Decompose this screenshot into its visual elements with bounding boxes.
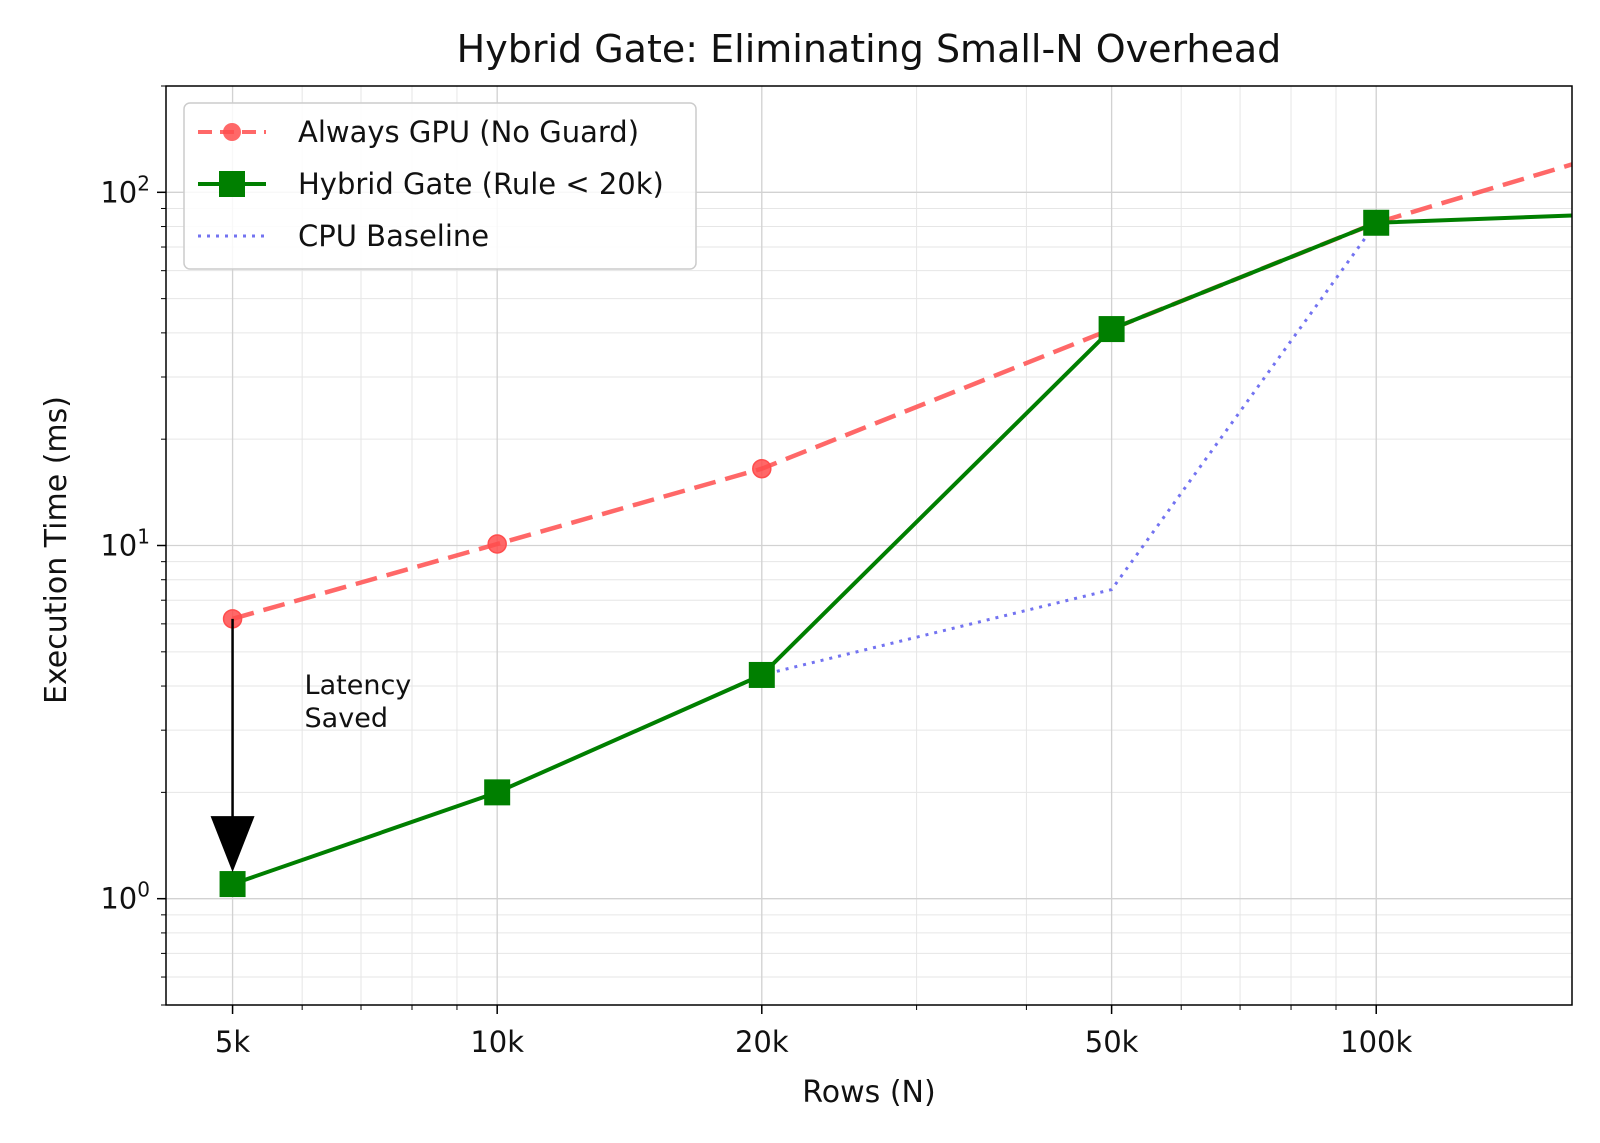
legend-label-always-gpu: Always GPU (No Guard): [298, 115, 639, 149]
chart-title: Hybrid Gate: Eliminating Small-N Overhea…: [457, 27, 1282, 71]
y-tick-label-base: 10: [100, 529, 137, 563]
data-point-hybrid-gate-rule-20k: [748, 661, 775, 688]
legend-entry-always-gpu: Always GPU (No Guard): [198, 115, 639, 149]
series-layer: [219, 162, 1573, 898]
x-axis-ticks: 5k 10k 20k 50k 100k: [215, 1005, 1412, 1059]
y-tick-label: 102: [100, 171, 150, 209]
y-tick-label-base: 10: [100, 882, 137, 916]
y-tick-label: 100: [100, 878, 150, 916]
data-point-hybrid-gate-rule-20k: [484, 779, 511, 806]
legend-entry-hybrid-gate: Hybrid Gate (Rule < 20k): [198, 167, 664, 201]
x-axis-label: Rows (N): [802, 1075, 935, 1110]
annotation-text-line2: Saved: [305, 703, 388, 734]
series-line-cpu-baseline: [232, 214, 1573, 886]
x-tick-label: 5k: [215, 1025, 250, 1059]
legend-entry-cpu-baseline: CPU Baseline: [198, 219, 489, 253]
y-tick-label-exponent: 0: [137, 878, 150, 902]
series-line-always-gpu-no-guard: [231, 162, 1573, 621]
legend-label-hybrid-gate: Hybrid Gate (Rule < 20k): [298, 167, 664, 201]
legend-marker-always-gpu: [223, 123, 241, 141]
series-line-hybrid-gate-rule-20k: [231, 213, 1573, 886]
y-tick-label: 101: [100, 525, 150, 563]
data-point-hybrid-gate-rule-20k: [1363, 209, 1390, 236]
legend: Always GPU (No Guard) Hybrid Gate (Rule …: [183, 102, 697, 270]
latency-saved-arrow-head: [210, 816, 255, 873]
data-point-hybrid-gate-rule-20k: [219, 871, 246, 898]
x-tick-label: 50k: [1085, 1025, 1139, 1059]
legend-label-cpu-baseline: CPU Baseline: [298, 219, 489, 253]
data-point-always-gpu-no-guard: [487, 534, 507, 554]
legend-marker-hybrid-gate: [219, 171, 245, 197]
annotation-text-line1: Latency: [305, 670, 412, 701]
y-tick-label-exponent: 1: [137, 525, 150, 549]
y-axis-label: Execution Time (ms): [39, 396, 74, 704]
y-tick-label-exponent: 2: [137, 171, 150, 195]
legend-box: [183, 102, 697, 270]
x-tick-label: 100k: [1340, 1025, 1412, 1059]
data-point-always-gpu-no-guard: [752, 458, 772, 479]
y-tick-label-base: 10: [100, 175, 137, 209]
annotation: Latency Saved: [210, 618, 412, 873]
x-tick-label: 10k: [470, 1025, 524, 1059]
data-point-hybrid-gate-rule-20k: [1098, 316, 1125, 343]
x-tick-label: 20k: [735, 1025, 789, 1059]
